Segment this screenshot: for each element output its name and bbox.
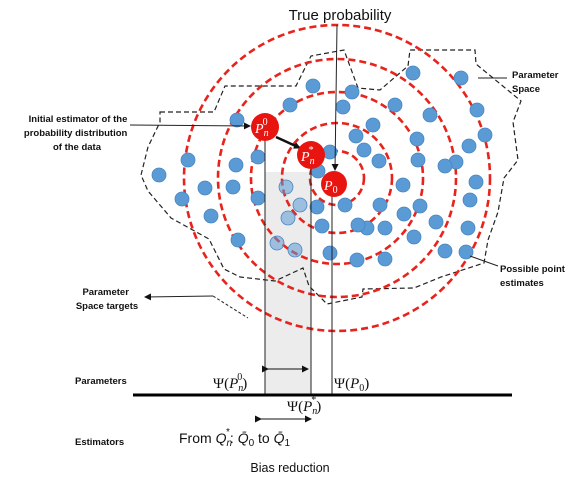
parameter-space-boundary bbox=[140, 49, 522, 305]
true-probability-pointer bbox=[331, 24, 339, 171]
point-estimate-dot bbox=[409, 131, 425, 147]
point-estimate-dot bbox=[314, 218, 330, 234]
node-pnstar-circle bbox=[297, 141, 325, 169]
point-estimate-dot bbox=[350, 217, 366, 233]
point-estimate-dot bbox=[437, 158, 453, 174]
point-estimate-dot bbox=[365, 117, 381, 133]
initial-estimator-label: Initial estimator of the probability dis… bbox=[24, 114, 130, 153]
point-estimate-dot bbox=[422, 107, 438, 123]
point-estimate-dot bbox=[250, 190, 266, 206]
possible-point-estimates bbox=[151, 65, 493, 268]
point-estimate-dot bbox=[282, 97, 298, 113]
psi-pn0-label: Ψ(Pn0) bbox=[213, 372, 247, 394]
point-estimate-dot bbox=[372, 197, 388, 213]
node-pn0: Pn0 bbox=[251, 113, 279, 141]
possible-estimates-pointer bbox=[469, 255, 499, 267]
point-estimate-dot bbox=[225, 179, 241, 195]
node-p0-label: P0 bbox=[323, 179, 338, 196]
node-pnstar: Pn* bbox=[297, 141, 325, 169]
point-estimate-dot bbox=[396, 206, 412, 222]
point-estimate-dot bbox=[229, 112, 245, 128]
update-arrow bbox=[275, 135, 301, 150]
point-estimate-dot bbox=[412, 198, 428, 214]
psi-p0-label: Ψ(P0) bbox=[334, 376, 369, 394]
point-estimate-dot bbox=[371, 153, 387, 169]
point-estimate-dot bbox=[180, 152, 196, 168]
ring-3 bbox=[249, 90, 425, 266]
point-estimate-dot bbox=[437, 243, 453, 259]
point-estimate-dot bbox=[280, 210, 296, 226]
ring-4 bbox=[216, 57, 458, 299]
point-estimate-dot bbox=[322, 245, 338, 261]
estimators-formula: From Qn*: Q̄0 to Q̄1 bbox=[179, 427, 291, 449]
point-estimate-dot bbox=[477, 127, 493, 143]
point-estimate-dot bbox=[349, 252, 365, 268]
point-estimate-dot bbox=[269, 235, 285, 251]
ring-2 bbox=[280, 121, 394, 235]
point-estimate-dot bbox=[337, 197, 353, 213]
point-estimate-dot bbox=[428, 214, 444, 230]
point-estimate-dot bbox=[468, 174, 484, 190]
possible-estimates-label: Possible point estimates bbox=[500, 264, 568, 289]
point-estimate-dot bbox=[335, 99, 351, 115]
space-targets-pointer bbox=[144, 293, 214, 301]
parameters-label: Parameters bbox=[75, 376, 127, 387]
point-estimate-dot bbox=[344, 84, 360, 100]
point-estimate-dot bbox=[309, 199, 325, 215]
point-estimate-dot bbox=[292, 197, 308, 213]
point-estimate-dot bbox=[348, 128, 364, 144]
point-estimate-dot bbox=[405, 65, 421, 81]
psi-pnstar-label: Ψ(Pn*) bbox=[287, 395, 321, 417]
point-estimate-dot bbox=[228, 157, 244, 173]
point-estimate-dot bbox=[174, 191, 190, 207]
true-probability-title: True probability bbox=[289, 7, 392, 24]
point-estimate-dot bbox=[395, 177, 411, 193]
node-p0: P0 bbox=[321, 171, 347, 197]
point-estimate-dot bbox=[458, 244, 474, 260]
point-estimate-dot bbox=[462, 192, 478, 208]
point-estimate-dot bbox=[406, 229, 422, 245]
point-estimate-dot bbox=[151, 167, 167, 183]
estimators-label: Estimators bbox=[75, 437, 124, 448]
node-pnstar-label: Pn* bbox=[300, 145, 315, 167]
node-pn0-circle bbox=[251, 113, 279, 141]
point-estimate-dot bbox=[460, 220, 476, 236]
node-p0-circle bbox=[321, 171, 347, 197]
point-estimate-dot bbox=[469, 102, 485, 118]
point-estimate-dot bbox=[250, 149, 266, 165]
point-estimate-dot bbox=[410, 152, 426, 168]
point-estimate-dot bbox=[461, 138, 477, 154]
node-pn0-label: Pn0 bbox=[254, 117, 269, 139]
point-estimate-dot bbox=[453, 70, 469, 86]
space-targets-label: Parameter Space targets bbox=[76, 287, 138, 312]
point-estimate-dot bbox=[197, 180, 213, 196]
point-estimate-dot bbox=[230, 232, 246, 248]
point-estimate-dot bbox=[377, 220, 393, 236]
caption: Bias reduction bbox=[250, 461, 329, 475]
point-estimate-dot bbox=[287, 242, 303, 258]
point-estimate-dot bbox=[278, 179, 294, 195]
parameter-space-label: Parameter Space bbox=[512, 70, 561, 95]
point-estimate-dot bbox=[356, 142, 372, 158]
space-targets-connector bbox=[212, 295, 249, 319]
point-estimate-dot bbox=[377, 251, 393, 267]
point-estimate-dot bbox=[387, 97, 403, 113]
point-estimate-dot bbox=[203, 208, 219, 224]
point-estimate-dot bbox=[305, 78, 321, 94]
initial-estimator-pointer bbox=[129, 122, 251, 130]
